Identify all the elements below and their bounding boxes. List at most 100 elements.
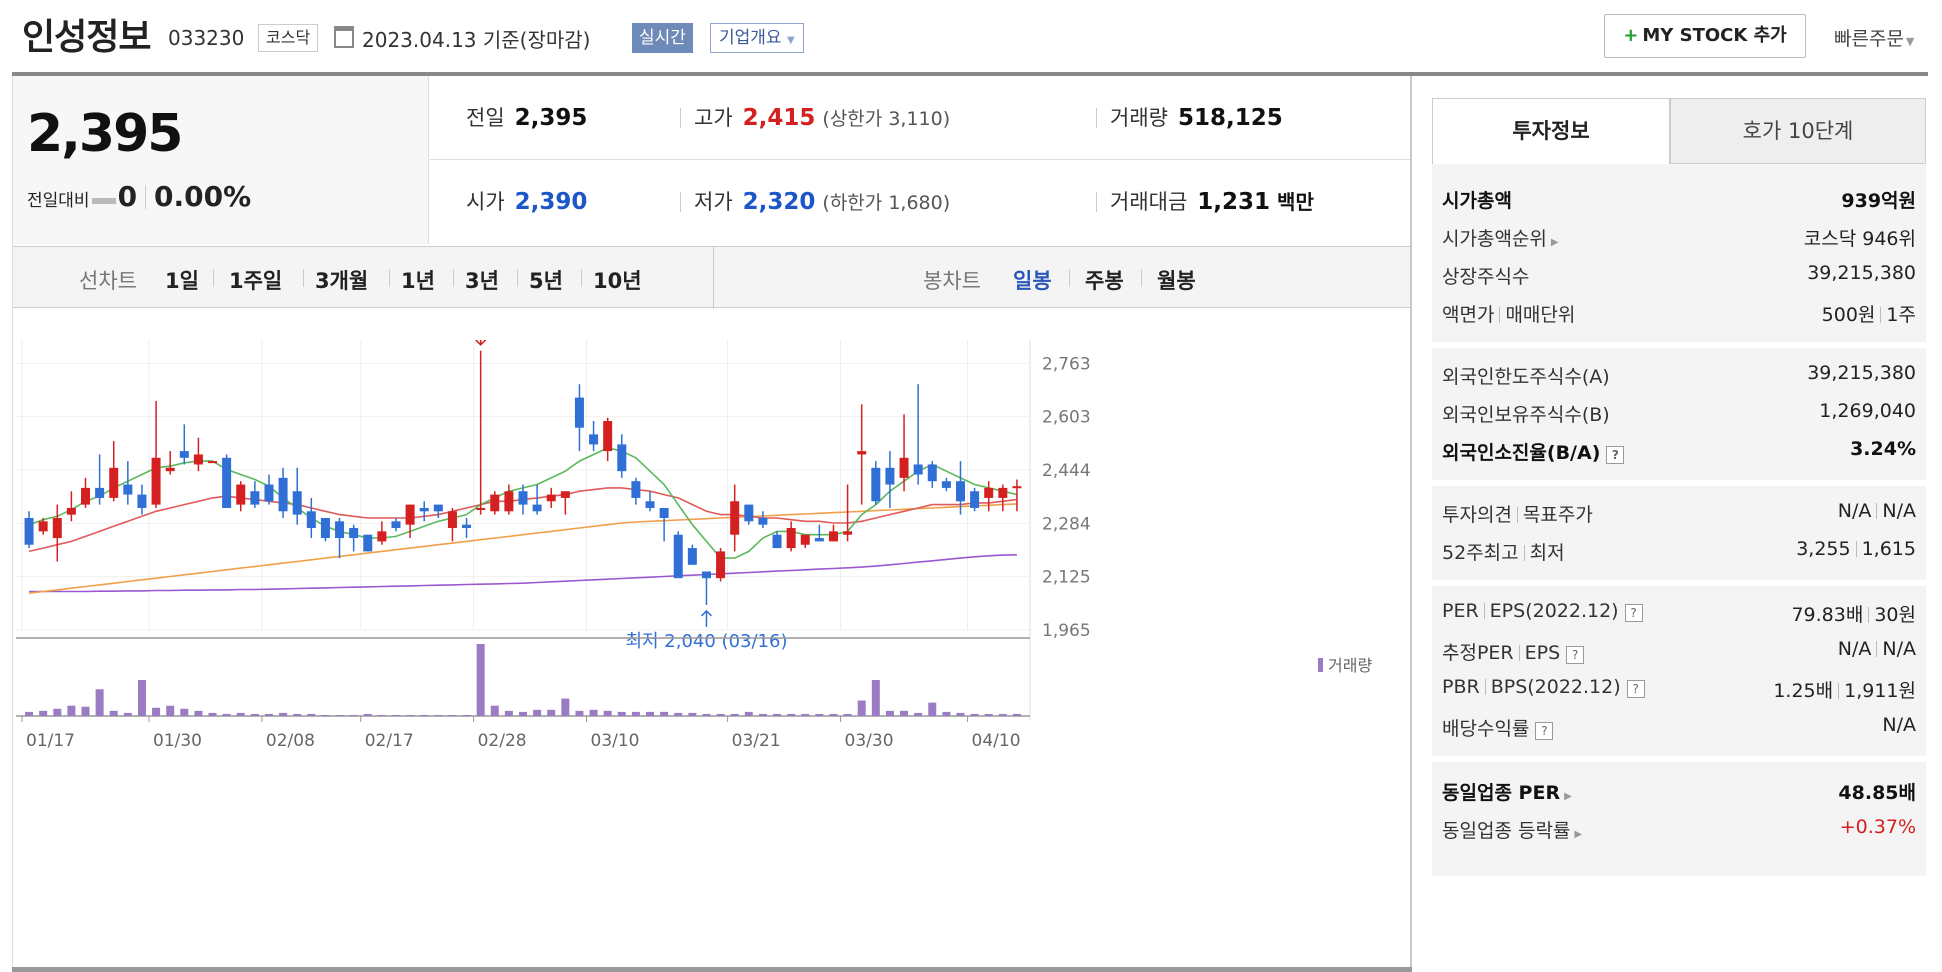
period-1y[interactable]: 1년	[401, 269, 435, 293]
volume-bar	[561, 698, 570, 716]
calendar-icon	[334, 26, 354, 48]
info-value: 3,255	[1796, 538, 1851, 560]
help-icon[interactable]: ?	[1535, 722, 1554, 740]
help-icon[interactable]: ?	[1566, 646, 1585, 664]
tab-investment-info[interactable]: 투자정보	[1432, 98, 1670, 164]
help-icon[interactable]: ?	[1626, 680, 1645, 698]
info-row-industry-change[interactable]: 동일업종 등락률 ▶ +0.37%	[1442, 816, 1916, 846]
candle-body	[814, 538, 824, 542]
price-stats: 전일 2,395 고가 2,415 (상한가 3,110) 거래량 518,125 시…	[430, 76, 1410, 244]
arrow-right-icon: ▶	[1564, 791, 1572, 802]
chevron-down-icon: ▼	[1905, 35, 1915, 48]
candle-body	[955, 481, 965, 502]
bottom-divider	[12, 967, 1412, 972]
x-tick-label: 03/30	[845, 731, 894, 751]
candle-body	[38, 521, 48, 532]
info-row-per: PER EPS(2022.12)? 79.83배 30원	[1442, 600, 1916, 630]
info-value: 1.25배	[1773, 680, 1834, 702]
tab-order-book[interactable]: 호가 10단계	[1670, 98, 1926, 164]
volume-bar	[349, 714, 358, 716]
volume-bar	[885, 710, 894, 716]
quick-order-button[interactable]: 빠른주문 ▼	[1834, 24, 1914, 51]
line-chart-label: 선차트	[79, 269, 137, 293]
help-icon[interactable]: ?	[1624, 604, 1643, 622]
candle-body	[95, 487, 105, 498]
period-3y[interactable]: 3년	[465, 269, 499, 293]
header-divider	[12, 72, 1928, 76]
volume-bar	[180, 708, 189, 716]
candle-weekly[interactable]: 주봉	[1085, 269, 1124, 293]
period-10y[interactable]: 10년	[593, 269, 642, 293]
volume-bar	[236, 712, 245, 716]
help-icon[interactable]: ?	[1606, 446, 1625, 464]
info-label: 목표주가	[1522, 504, 1593, 526]
candle-body	[193, 454, 203, 465]
volume-bar	[504, 710, 513, 716]
candle-body	[800, 534, 810, 545]
x-tick-label: 03/21	[732, 731, 781, 751]
flat-icon	[91, 197, 116, 204]
candle-body	[462, 524, 472, 529]
stock-chart: 520601202,9222,7632,6032,4442,2842,1251,…	[12, 282, 1410, 966]
volume-bar	[773, 713, 782, 716]
candle-body	[546, 494, 556, 502]
info-row-industry-per[interactable]: 동일업종 PER ▶ 48.85배	[1442, 778, 1916, 808]
volume-bar	[942, 711, 951, 716]
info-value: N/A	[1882, 714, 1916, 736]
candlestick-chart: 520601202,9222,7632,6032,4442,2842,1251,…	[16, 282, 1372, 751]
price-summary: 2,395 전일대비 0 0.00%	[13, 76, 429, 244]
realtime-button[interactable]: 실시간	[632, 23, 693, 53]
info-value: N/A	[1882, 638, 1916, 660]
info-row-shares: 상장주식수 39,215,380	[1442, 262, 1916, 292]
candle-body	[574, 397, 584, 428]
stat-label: 고가	[694, 106, 733, 130]
info-row-foreign-ratio: 외국인소진율(B/A)? 3.24%	[1442, 438, 1916, 468]
info-label: 매매단위	[1505, 304, 1576, 326]
candle-body	[1012, 486, 1022, 489]
volume-bar	[166, 705, 175, 716]
volume-bar	[67, 705, 76, 716]
candle-daily[interactable]: 일봉	[1013, 269, 1052, 293]
info-value: 3.24%	[1850, 438, 1916, 460]
divider	[1069, 269, 1070, 287]
candle-body	[998, 487, 1008, 498]
candle-monthly[interactable]: 월봉	[1157, 269, 1196, 293]
period-1d[interactable]: 1일	[165, 269, 199, 293]
volume-bar	[631, 711, 640, 716]
candle-body	[913, 464, 923, 475]
company-overview-dropdown[interactable]: 기업개요 ▼	[710, 23, 804, 53]
candle-body	[208, 461, 218, 464]
period-1w[interactable]: 1주일	[229, 269, 283, 293]
period-5y[interactable]: 5년	[529, 269, 563, 293]
add-my-stock-button[interactable]: + MY STOCK 추가	[1604, 14, 1806, 58]
candle-body	[687, 548, 697, 565]
volume-bar	[194, 710, 203, 716]
candle-body	[490, 494, 500, 512]
volume-bar	[646, 711, 655, 716]
info-value: N/A	[1837, 638, 1872, 660]
candle-body	[603, 421, 613, 452]
y-tick-label: 2,444	[1042, 461, 1091, 481]
divider	[1141, 269, 1142, 287]
stat-amount: 거래대금 1,231 백만	[1096, 186, 1314, 216]
volume-bar	[575, 710, 584, 716]
stock-header: 인성정보 033230 코스닥 2023.04.13 기준(장마감) 실시간 기…	[0, 0, 1942, 72]
info-row-rank[interactable]: 시가총액순위 ▶ 코스닥 946위	[1442, 224, 1916, 254]
x-tick-label: 02/08	[266, 731, 315, 751]
chevron-down-icon: ▼	[786, 35, 795, 46]
upper-limit-label: 상한가	[829, 108, 883, 130]
panel-tabs: 투자정보 호가 10단계	[1432, 98, 1926, 164]
info-row-foreign-hold: 외국인보유주식수(B) 1,269,040	[1442, 400, 1916, 430]
volume-bar	[264, 713, 273, 716]
candle-body	[66, 507, 76, 515]
divider	[1096, 192, 1097, 212]
low-arrow-icon	[700, 609, 712, 627]
period-selector: 선차트 1일 1주일 3개월 1년 3년 5년 10년 봉차트 일봉 주봉 월봉	[13, 246, 1410, 309]
period-3m[interactable]: 3개월	[315, 269, 369, 293]
volume-bar	[660, 711, 669, 716]
volume-bar	[758, 713, 767, 716]
candle-body	[673, 534, 683, 579]
divider	[1432, 342, 1926, 348]
candle-body	[744, 504, 754, 522]
divider	[145, 185, 147, 209]
